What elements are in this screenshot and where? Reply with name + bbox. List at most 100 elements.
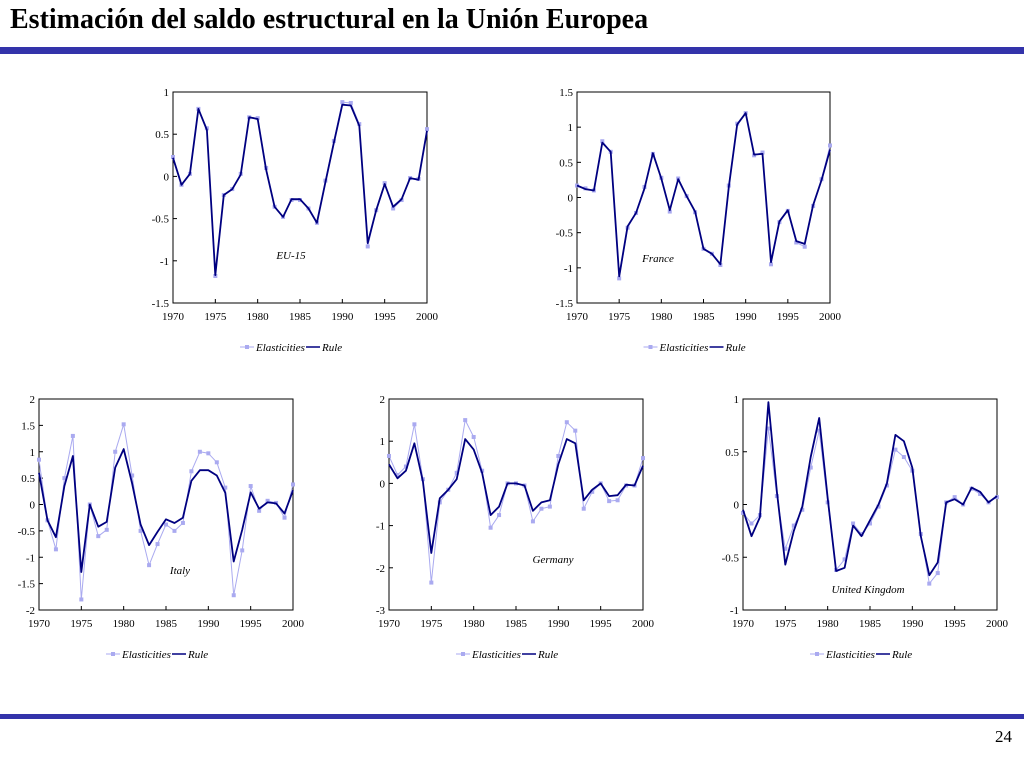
data-point-elasticities [817, 428, 822, 433]
data-point-elasticities [615, 498, 620, 503]
x-tick-label: 1970 [28, 618, 51, 630]
legend-label-elasticities: Elasticities [825, 649, 875, 661]
y-tick-label: 0 [568, 193, 574, 205]
x-tick-label: 1995 [374, 311, 397, 323]
data-point-elasticities [868, 521, 872, 526]
data-point-elasticities [851, 521, 856, 526]
x-tick-label: 1995 [240, 618, 263, 630]
data-point-elasticities [403, 464, 408, 469]
y-tick-label: -2 [26, 605, 35, 617]
y-tick-label: 1 [734, 394, 740, 406]
data-point-elasticities [667, 209, 672, 214]
data-point-elasticities [530, 519, 535, 524]
data-point-elasticities [808, 465, 813, 470]
legend-label-elasticities: Elasticities [255, 342, 305, 354]
data-point-elasticities [164, 522, 168, 527]
chart-annotation: Germany [533, 554, 574, 566]
data-point-elasticities [935, 571, 940, 576]
data-point-elasticities [590, 489, 595, 494]
legend-marker-elasticities [461, 652, 465, 656]
data-point-elasticities [800, 507, 805, 512]
data-point-elasticities [488, 525, 493, 530]
y-tick-label: 0 [164, 171, 170, 183]
data-point-elasticities [876, 504, 881, 509]
x-tick-label: 2000 [282, 618, 305, 630]
data-point-elasticities [155, 542, 160, 547]
data-point-elasticities [927, 581, 932, 586]
data-point-elasticities [556, 453, 561, 458]
legend-label-elasticities: Elasticities [659, 342, 709, 354]
chart-annotation: Italy [169, 565, 190, 577]
data-point-elasticities [37, 457, 41, 462]
data-point-elasticities [282, 515, 287, 520]
data-point-elasticities [147, 563, 152, 568]
x-tick-label: 2000 [986, 618, 1009, 630]
y-tick-label: 1 [30, 447, 36, 459]
y-tick-label: 0 [380, 478, 386, 490]
legend-marker-elasticities [648, 345, 653, 349]
x-tick-label: 1980 [817, 618, 840, 630]
data-point-elasticities [783, 546, 788, 551]
legend-label-elasticities: Elasticities [471, 649, 521, 661]
data-point-elasticities [581, 506, 586, 511]
plot-frame [742, 398, 998, 611]
y-tick-label: 0.5 [725, 447, 739, 459]
x-tick-label: 2000 [416, 311, 439, 323]
x-tick-label: 1995 [590, 618, 613, 630]
data-point-elasticities [641, 456, 645, 461]
data-point-elasticities [172, 528, 177, 533]
x-tick-label: 1975 [70, 618, 93, 630]
data-point-elasticities [340, 100, 345, 105]
y-tick-label: -0.5 [152, 214, 170, 226]
data-point-elasticities [62, 476, 67, 481]
legend-label-rule: Rule [725, 342, 746, 354]
data-point-elasticities [104, 527, 109, 532]
x-tick-label: 1975 [608, 311, 631, 323]
data-point-elasticities [842, 557, 847, 562]
chart-annotation: France [641, 253, 674, 265]
series-line-elasticities [388, 419, 644, 584]
x-tick-label: 1990 [735, 311, 758, 323]
data-point-elasticities [828, 143, 832, 148]
y-tick-label: -1.5 [18, 579, 36, 591]
data-point-elasticities [454, 470, 459, 475]
data-point-elasticities [223, 485, 228, 490]
x-tick-label: 1990 [331, 311, 354, 323]
x-tick-label: 1975 [774, 618, 797, 630]
x-tick-label: 1970 [566, 311, 589, 323]
legend-label-rule: Rule [891, 649, 912, 661]
data-point-elasticities [412, 422, 417, 427]
x-tick-label: 1985 [859, 618, 882, 630]
data-point-elasticities [206, 451, 211, 456]
x-tick-label: 1995 [944, 618, 967, 630]
data-point-elasticities [760, 150, 765, 155]
data-point-elasticities [617, 276, 622, 281]
chart-annotation: EU-15 [275, 250, 306, 262]
y-tick-label: -0.5 [18, 526, 36, 538]
data-point-elasticities [365, 244, 370, 249]
data-point-elasticities [197, 449, 202, 454]
data-point-elasticities [471, 434, 476, 439]
data-point-elasticities [600, 139, 605, 144]
legend-label-elasticities: Elasticities [121, 649, 171, 661]
y-tick-label: -1 [564, 263, 573, 275]
data-point-elasticities [425, 127, 429, 132]
y-tick-label: -1.5 [152, 298, 170, 310]
data-point-elasticities [121, 422, 126, 427]
plot-frame [388, 398, 644, 611]
series-line-rule [388, 438, 644, 554]
data-point-elasticities [130, 473, 135, 478]
data-point-elasticities [791, 523, 796, 528]
data-point-elasticities [248, 484, 253, 489]
x-tick-label: 1985 [505, 618, 528, 630]
series-line-elasticities [742, 428, 998, 585]
x-tick-label: 1970 [378, 618, 401, 630]
y-tick-label: -1 [730, 605, 739, 617]
y-tick-label: -0.5 [722, 552, 740, 564]
y-tick-label: -1 [376, 521, 385, 533]
y-tick-label: 1.5 [21, 420, 35, 432]
x-tick-label: 1985 [155, 618, 178, 630]
